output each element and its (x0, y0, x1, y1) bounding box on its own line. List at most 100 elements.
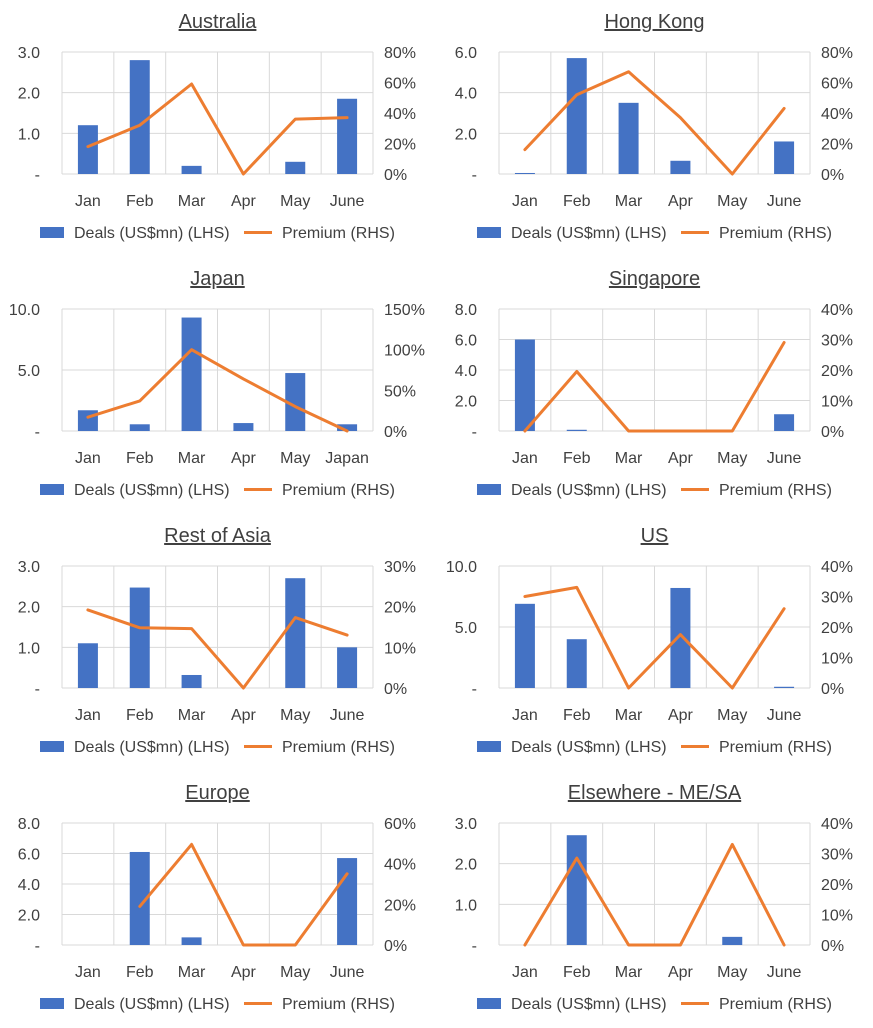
chart-svg: US - 5.0 10.0 0% 10% 20% 30% 40% Jan Feb Mar Apr May J… (446, 525, 853, 756)
x-tick-label: June (767, 707, 802, 724)
x-tick-label: June (330, 707, 365, 724)
x-tick-label: May (280, 450, 310, 467)
y-left-tick-label: 8.0 (18, 816, 40, 833)
x-tick-label: May (717, 450, 747, 467)
y-right-tick-label: 100% (384, 343, 425, 360)
y-right-tick-label: 60% (384, 76, 416, 93)
y-right-tick-label: 10% (384, 640, 416, 657)
bar-feb (129, 851, 150, 945)
chart-panel-rest-of-asia: Rest of Asia - 1.0 2.0 3.0 0% 10% 20% 30% Jan Feb M… (0, 514, 436, 771)
chart-title: Europe (185, 782, 250, 804)
legend-swatch-deals (40, 484, 64, 495)
y-left-tick-label: 3.0 (18, 559, 40, 576)
y-right-tick-label: 0% (384, 681, 407, 698)
legend-swatch-deals (40, 741, 64, 752)
chart-panel-singapore: Singapore - 2.0 4.0 6.0 8.0 0% 10% 20% 30% 40% Jan F… (437, 257, 873, 514)
chart-panel-hong-kong: Hong Kong - 2.0 4.0 6.0 0% 20% 40% 60% 80% Jan Feb M… (437, 0, 873, 257)
legend-swatch-deals (40, 227, 64, 238)
chart-title: Elsewhere - ME/SA (568, 782, 742, 804)
bar-may (285, 578, 306, 688)
y-left-tick-label: 5.0 (455, 620, 477, 637)
legend-label-premium: Premium (RHS) (719, 482, 832, 499)
y-left-tick-label: 2.0 (18, 600, 40, 617)
x-tick-label: Jan (75, 964, 101, 981)
legend-label-deals: Deals (US$mn) (LHS) (511, 996, 667, 1013)
y-left-tick-label: 2.0 (455, 857, 477, 874)
chart-title: Singapore (609, 268, 700, 290)
bar-feb (566, 639, 587, 688)
y-right-tick-label: 10% (821, 394, 853, 411)
y-left-tick-label: 4.0 (455, 363, 477, 380)
x-tick-label: May (717, 193, 747, 210)
legend-swatch-deals (477, 484, 501, 495)
y-left-tick-label: - (472, 167, 477, 184)
legend: Deals (US$mn) (LHS) Premium (RHS) (40, 739, 395, 756)
chart-svg: Rest of Asia - 1.0 2.0 3.0 0% 10% 20% 30% Jan Feb M… (18, 525, 416, 756)
y-left-tick-label: 5.0 (18, 363, 40, 380)
x-tick-label: May (717, 707, 747, 724)
legend-label-premium: Premium (RHS) (719, 225, 832, 242)
x-tick-label: Feb (563, 193, 591, 210)
legend-swatch-deals (477, 227, 501, 238)
y-left-tick-label: 1.0 (18, 640, 40, 657)
premium-line (523, 341, 786, 433)
y-left-tick-label: - (35, 424, 40, 441)
y-right-tick-label: 20% (821, 620, 853, 637)
y-right-tick-label: 60% (821, 76, 853, 93)
y-right-tick-label: 40% (821, 302, 853, 319)
x-tick-label: June (330, 964, 365, 981)
x-tick-label: Jan (512, 964, 538, 981)
x-tick-label: May (280, 707, 310, 724)
chart-svg: Elsewhere - ME/SA - 1.0 2.0 3.0 0% 10% 20% 30% 40… (455, 782, 853, 1013)
premium-line (523, 842, 786, 947)
legend-label-deals: Deals (US$mn) (LHS) (511, 739, 667, 756)
y-left-tick-label: 6.0 (455, 45, 477, 62)
y-left-tick-label: 10.0 (446, 559, 477, 576)
legend-label-deals: Deals (US$mn) (LHS) (74, 482, 230, 499)
chart-svg: Europe - 2.0 4.0 6.0 8.0 0% 20% 40% 60% Jan Feb Mar A… (18, 782, 416, 1013)
y-left-tick-label: 3.0 (18, 45, 40, 62)
x-tick-label: Apr (668, 450, 694, 467)
legend-label-premium: Premium (RHS) (719, 739, 832, 756)
y-left-tick-label: 10.0 (9, 302, 40, 319)
x-tick-label: Apr (231, 707, 257, 724)
y-right-tick-label: 40% (821, 106, 853, 123)
y-left-tick-label: 1.0 (455, 897, 477, 914)
x-tick-label: June (767, 193, 802, 210)
chart-title: Hong Kong (604, 11, 704, 33)
bar-feb (566, 429, 587, 431)
y-left-tick-label: 6.0 (455, 333, 477, 350)
legend: Deals (US$mn) (LHS) Premium (RHS) (477, 225, 832, 242)
y-right-tick-label: 60% (384, 816, 416, 833)
chart-svg: Hong Kong - 2.0 4.0 6.0 0% 20% 40% 60% 80% Jan Feb M… (455, 11, 853, 242)
chart-title: US (641, 525, 669, 547)
x-tick-label: Jan (512, 707, 538, 724)
x-tick-label: Mar (615, 707, 643, 724)
y-right-tick-label: 20% (384, 137, 416, 154)
y-right-tick-label: 0% (821, 681, 844, 698)
bar-japan (337, 424, 358, 431)
legend-label-deals: Deals (US$mn) (LHS) (74, 225, 230, 242)
y-right-tick-label: 10% (821, 908, 853, 925)
x-tick-label: Jan (512, 193, 538, 210)
x-tick-label: Jan (75, 707, 101, 724)
y-right-tick-label: 40% (821, 816, 853, 833)
premium-line (523, 585, 786, 690)
legend-label-premium: Premium (RHS) (282, 996, 395, 1013)
chart-svg: Australia - 1.0 2.0 3.0 0% 20% 40% 60% 80% Jan Feb M… (18, 11, 416, 242)
x-tick-label: Apr (231, 964, 257, 981)
y-right-tick-label: 80% (821, 45, 853, 62)
legend-label-deals: Deals (US$mn) (LHS) (74, 996, 230, 1013)
y-right-tick-label: 0% (821, 167, 844, 184)
bar-june (774, 141, 795, 174)
x-tick-label: Jan (75, 450, 101, 467)
y-right-tick-label: 30% (821, 590, 853, 607)
chart-panel-australia: Australia - 1.0 2.0 3.0 0% 20% 40% 60% 80% Jan Feb M… (0, 0, 436, 257)
legend: Deals (US$mn) (LHS) Premium (RHS) (477, 482, 832, 499)
bar-june (774, 414, 795, 431)
chart-title: Rest of Asia (164, 525, 272, 547)
y-right-tick-label: 40% (384, 857, 416, 874)
y-left-tick-label: 2.0 (455, 394, 477, 411)
premium-line (86, 348, 349, 433)
x-tick-label: Feb (563, 964, 591, 981)
